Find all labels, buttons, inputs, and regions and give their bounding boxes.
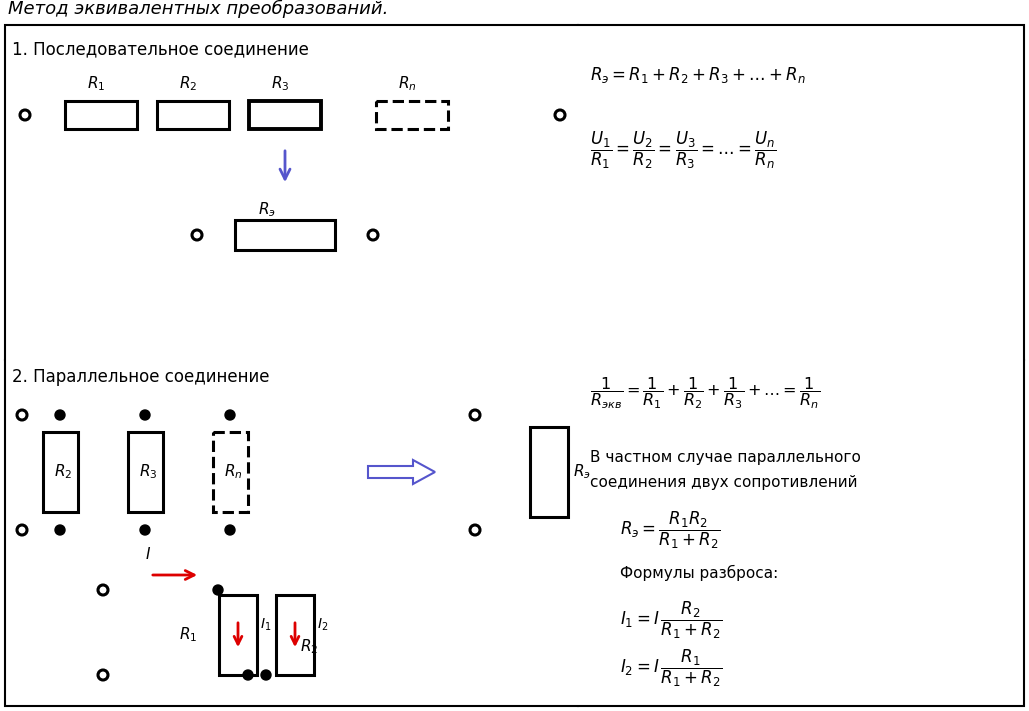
Circle shape [140, 525, 150, 535]
Text: $R_2$: $R_2$ [54, 463, 72, 481]
Text: $I_2 = I\,\dfrac{R_1}{R_1 + R_2}$: $I_2 = I\,\dfrac{R_1}{R_1 + R_2}$ [620, 648, 722, 689]
Circle shape [225, 525, 235, 535]
Text: $R_n$: $R_n$ [223, 463, 242, 481]
Text: $R_э$: $R_э$ [258, 200, 276, 219]
Bar [530, 427, 568, 517]
Text: $R_э$: $R_э$ [573, 463, 591, 481]
Circle shape [261, 670, 271, 680]
Bar [65, 101, 137, 129]
Text: $R_1$: $R_1$ [179, 626, 198, 644]
Bar [219, 595, 257, 675]
Text: $R_3$: $R_3$ [139, 463, 157, 481]
Bar [376, 101, 448, 129]
Text: $I_1$: $I_1$ [260, 617, 272, 634]
Circle shape [55, 525, 65, 535]
Text: $R_n$: $R_n$ [397, 75, 417, 93]
Text: $R_2$: $R_2$ [179, 75, 198, 93]
Text: $R_э = R_1 + R_2 + R_3 + \ldots + R_n$: $R_э = R_1 + R_2 + R_3 + \ldots + R_n$ [590, 65, 806, 85]
Text: $I_1 = I\,\dfrac{R_2}{R_1 + R_2}$: $I_1 = I\,\dfrac{R_2}{R_1 + R_2}$ [620, 600, 722, 641]
Polygon shape [368, 460, 435, 484]
Bar [43, 432, 78, 512]
Circle shape [243, 670, 253, 680]
Text: $I$: $I$ [145, 546, 151, 562]
Text: $I_2$: $I_2$ [317, 617, 328, 634]
Circle shape [140, 410, 150, 420]
Text: $\dfrac{1}{R_{экв}} = \dfrac{1}{R_1} + \dfrac{1}{R_2} + \dfrac{1}{R_3} + \ldots : $\dfrac{1}{R_{экв}} = \dfrac{1}{R_1} + \… [590, 375, 820, 411]
Text: $R_3$: $R_3$ [271, 75, 289, 93]
Text: Метод эквивалентных преобразований.: Метод эквивалентных преобразований. [8, 0, 388, 18]
Bar [276, 595, 314, 675]
Text: $R_2$: $R_2$ [300, 638, 318, 656]
Bar [249, 101, 321, 129]
Text: $R_э = \dfrac{R_1 R_2}{R_1 + R_2}$: $R_э = \dfrac{R_1 R_2}{R_1 + R_2}$ [620, 510, 720, 551]
Bar [213, 432, 248, 512]
Text: 1. Последовательное соединение: 1. Последовательное соединение [12, 40, 309, 58]
Text: $\dfrac{U_1}{R_1} = \dfrac{U_2}{R_2} = \dfrac{U_3}{R_3} = \ldots = \dfrac{U_n}{R: $\dfrac{U_1}{R_1} = \dfrac{U_2}{R_2} = \… [590, 130, 777, 171]
Circle shape [225, 410, 235, 420]
Text: $R_1$: $R_1$ [86, 75, 105, 93]
Text: 2. Параллельное соединение: 2. Параллельное соединение [12, 368, 270, 386]
Circle shape [55, 410, 65, 420]
Text: соединения двух сопротивлений: соединения двух сопротивлений [590, 475, 857, 490]
Circle shape [213, 585, 223, 595]
Text: Формулы разброса:: Формулы разброса: [620, 565, 778, 581]
Text: В частном случае параллельного: В частном случае параллельного [590, 450, 861, 465]
Bar [157, 101, 229, 129]
Bar [128, 432, 163, 512]
Bar [235, 220, 335, 250]
